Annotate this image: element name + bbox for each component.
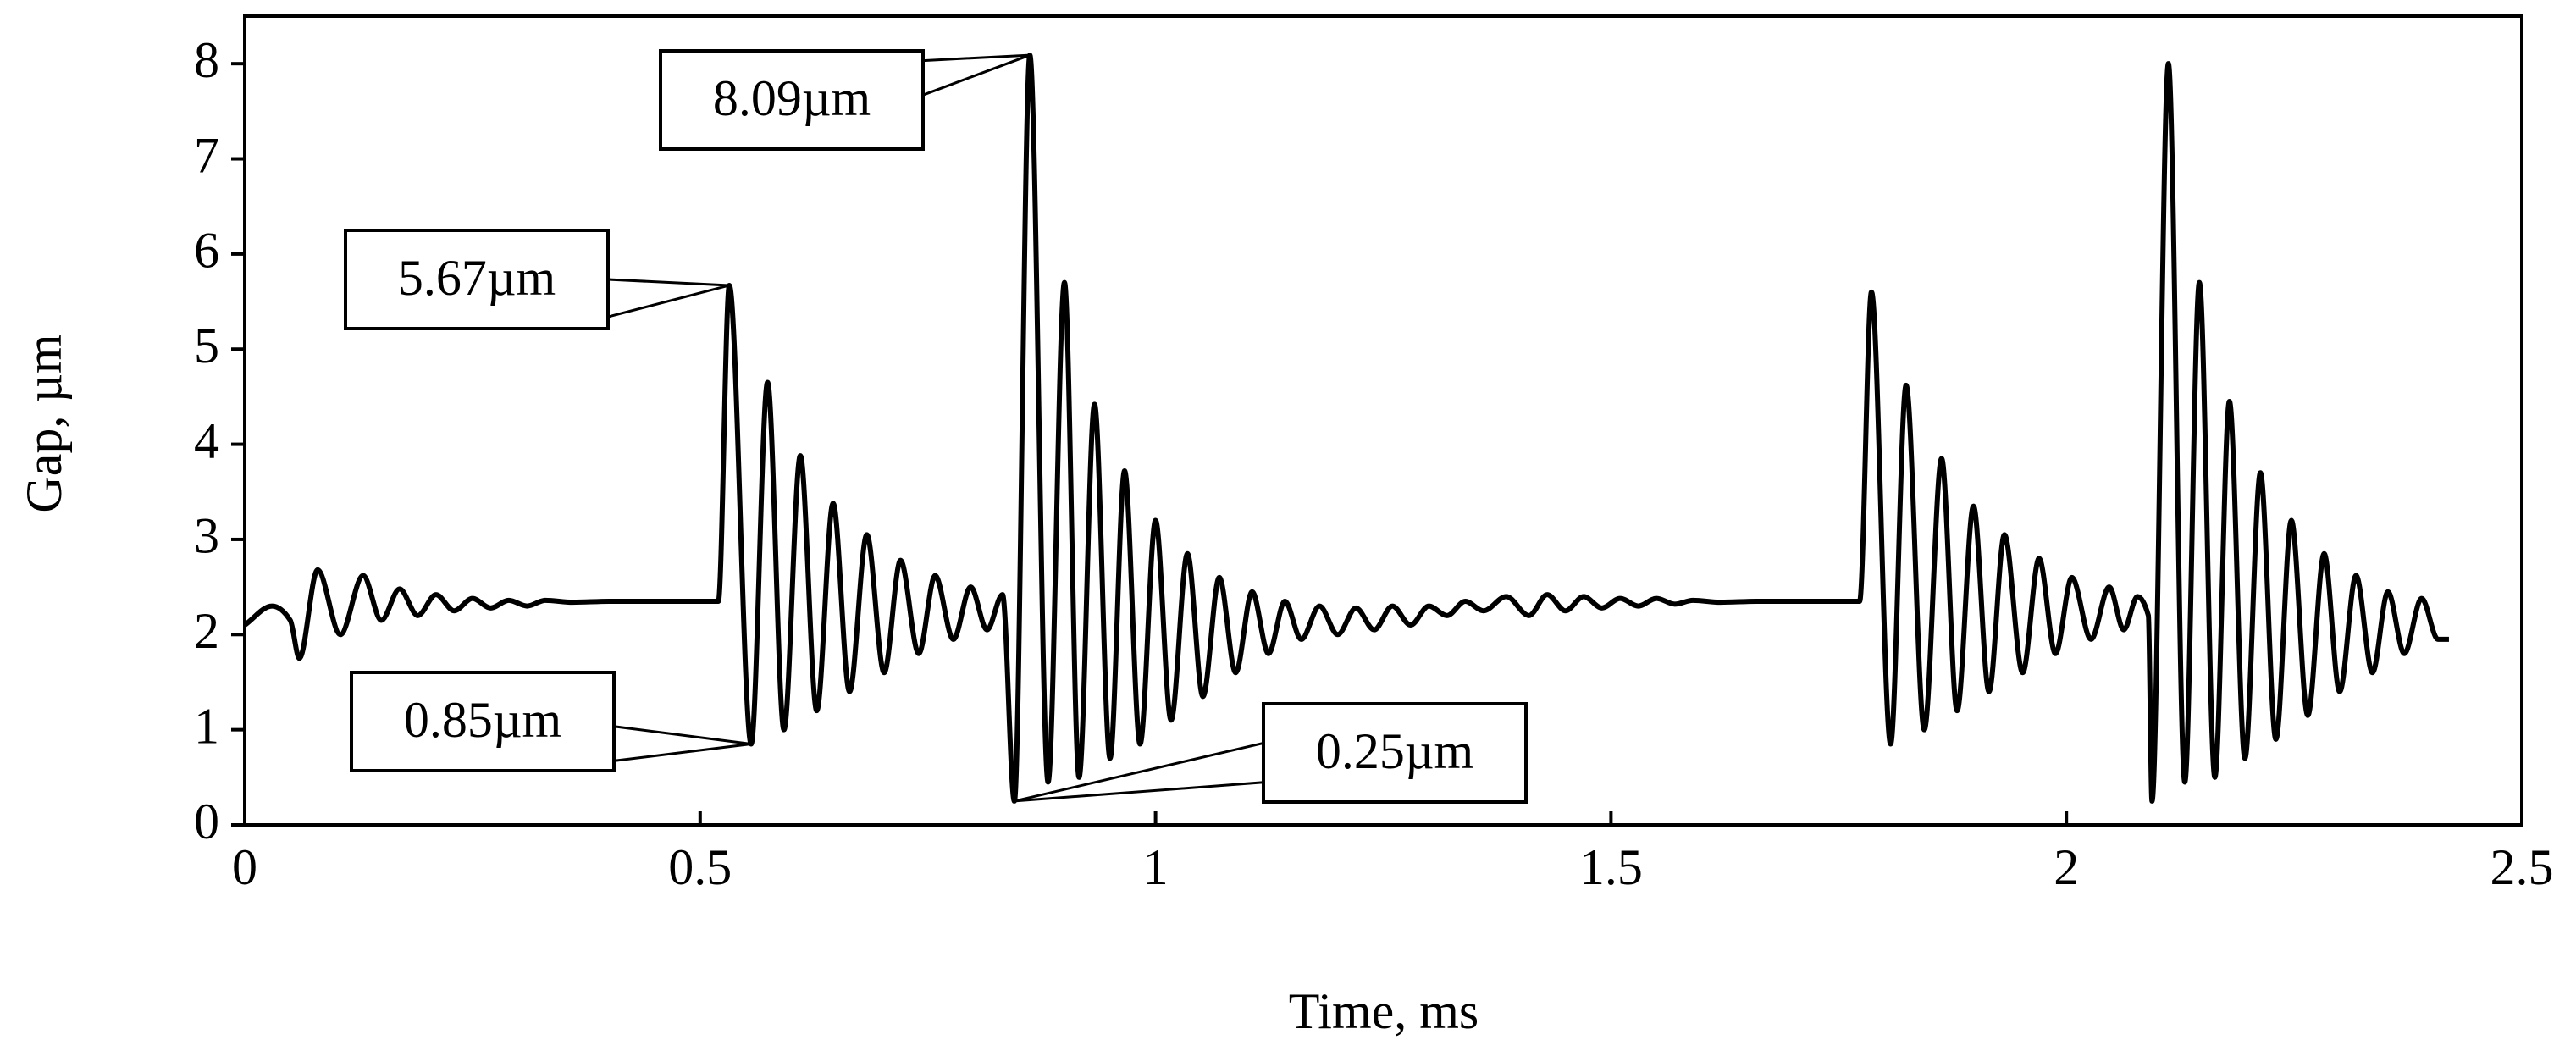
callout-label: 5.67µm <box>398 250 556 306</box>
x-tick-label: 1.5 <box>1579 839 1643 895</box>
y-tick-label: 3 <box>194 508 219 564</box>
callout-box <box>344 229 610 330</box>
callout-box <box>1262 702 1528 804</box>
x-tick-label: 2 <box>2054 839 2079 895</box>
x-axis-label: Time, ms <box>1289 983 1479 1039</box>
y-tick-label: 2 <box>194 603 219 659</box>
x-tick-label: 1 <box>1143 839 1169 895</box>
callout-box <box>350 671 616 772</box>
y-tick-label: 5 <box>194 318 219 373</box>
plot-frame <box>243 14 2523 827</box>
y-tick-label: 4 <box>194 412 219 468</box>
callout-pointer <box>613 725 752 762</box>
y-tick-label: 1 <box>194 698 219 754</box>
callout-label: 8.09µm <box>713 70 871 126</box>
callout-label: 0.25µm <box>1316 723 1473 779</box>
y-tick-label: 6 <box>194 223 219 279</box>
callout-pointer <box>922 53 1031 97</box>
callout-label: 0.85µm <box>404 692 561 748</box>
x-tick-label: 0.5 <box>668 839 732 895</box>
callout-pointer <box>1014 741 1264 803</box>
y-tick-label: 8 <box>194 32 219 88</box>
callout-pointer <box>607 278 730 318</box>
x-tick-label: 2.5 <box>2490 839 2554 895</box>
y-tick-label: 0 <box>194 794 219 849</box>
callout-box <box>659 49 925 151</box>
data-line <box>243 53 2449 804</box>
y-tick-label: 7 <box>194 127 219 183</box>
y-axis-label: Gap, µm <box>16 334 72 512</box>
x-tick-label: 0 <box>232 839 257 895</box>
